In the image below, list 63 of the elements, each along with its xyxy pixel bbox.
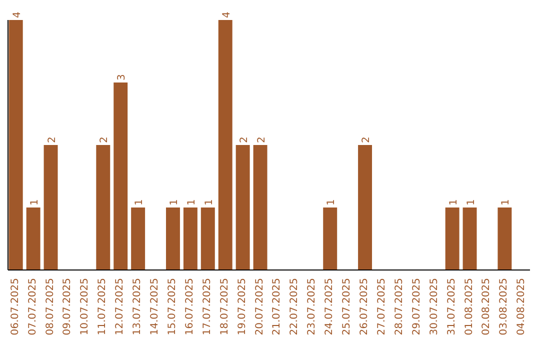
x-tick-label: 09.07.2025	[62, 278, 74, 336]
bar	[200, 208, 215, 270]
x-tick-label: 17.07.2025	[202, 278, 213, 336]
x-tick-label: 13.07.2025	[132, 278, 144, 336]
x-tick-label: 31.07.2025	[446, 278, 458, 336]
bar	[498, 208, 512, 270]
data-label: 2	[238, 136, 250, 143]
x-tick-label: 03.08.2025	[498, 278, 510, 336]
bar	[445, 208, 460, 270]
data-label: 1	[326, 199, 338, 206]
bar	[26, 208, 40, 270]
x-tick-label: 23.07.2025	[306, 278, 318, 336]
x-tick-label: 07.07.2025	[27, 278, 38, 336]
x-tick-label: 01.08.2025	[464, 278, 475, 336]
x-tick-label: 20.07.2025	[254, 278, 266, 336]
bar	[462, 208, 477, 270]
x-tick-label: 15.07.2025	[166, 278, 178, 336]
bar	[236, 145, 250, 270]
x-tick-label: 26.07.2025	[359, 278, 370, 336]
x-tick-label: 24.07.2025	[324, 278, 336, 336]
bar	[323, 208, 338, 270]
bar	[44, 145, 58, 270]
data-label: 4	[12, 12, 23, 18]
x-tick-label: 02.08.2025	[481, 278, 492, 336]
x-tick-label: 06.07.2025	[10, 278, 21, 336]
x-tick-label: 18.07.2025	[219, 278, 230, 336]
data-label: 1	[448, 199, 460, 206]
x-tick-label: 16.07.2025	[184, 278, 196, 336]
bar	[183, 208, 198, 270]
data-label: 1	[500, 199, 512, 206]
data-label: 1	[134, 199, 146, 206]
data-label: 1	[204, 199, 215, 206]
x-tick-label: 10.07.2025	[80, 278, 91, 336]
bar	[218, 20, 232, 270]
x-tick-label: 28.07.2025	[394, 278, 405, 336]
x-tick-label: 22.07.2025	[289, 278, 300, 336]
data-label: 2	[361, 136, 372, 143]
x-tick-label: 27.07.2025	[376, 278, 388, 336]
x-tick-label: 25.07.2025	[342, 278, 353, 336]
data-label: 3	[116, 74, 128, 80]
x-tick-label: 08.07.2025	[44, 278, 56, 336]
x-tick-label: 14.07.2025	[150, 278, 161, 336]
data-label: 1	[29, 199, 40, 206]
x-tick-label: 04.08.2025	[516, 278, 528, 336]
x-tick-label: 12.07.2025	[114, 278, 126, 336]
data-label: 2	[46, 136, 58, 143]
bar	[253, 145, 268, 270]
data-label: 4	[221, 12, 232, 18]
x-tick-label: 30.07.2025	[428, 278, 440, 336]
bar	[131, 208, 146, 270]
data-label: 1	[168, 199, 180, 206]
data-label: 2	[99, 136, 110, 143]
bar	[358, 145, 372, 270]
data-label: 1	[466, 199, 477, 206]
x-tick-label: 29.07.2025	[411, 278, 422, 336]
bar	[96, 145, 110, 270]
x-tick-label: 11.07.2025	[97, 278, 108, 336]
data-label: 2	[256, 136, 268, 143]
x-tick-label: 21.07.2025	[272, 278, 283, 336]
x-tick-label: 19.07.2025	[236, 278, 248, 336]
bar	[114, 82, 128, 270]
data-label: 1	[186, 199, 198, 206]
bar	[166, 208, 180, 270]
